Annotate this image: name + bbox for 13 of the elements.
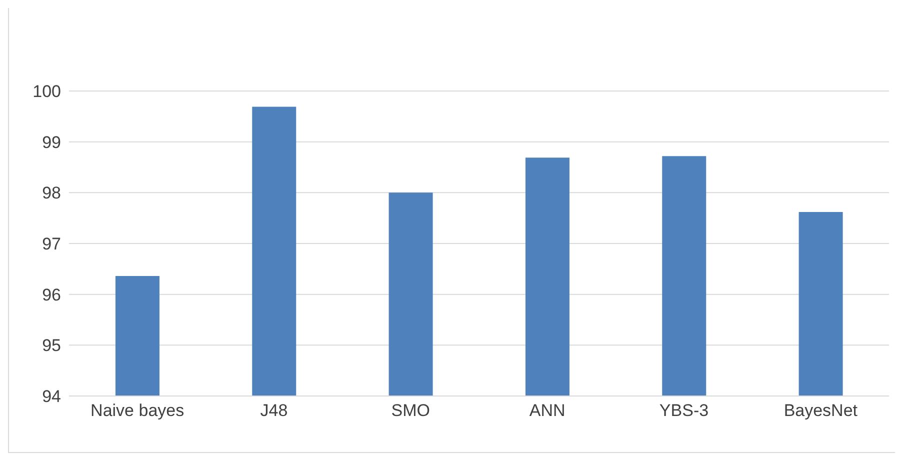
y-tick-label: 96 — [42, 285, 61, 304]
x-tick-label: SMO — [391, 401, 430, 420]
y-tick-label: 99 — [42, 132, 61, 152]
y-tick-label: 95 — [42, 336, 61, 356]
y-tick-label: 97 — [42, 234, 61, 254]
x-tick-label: YBS-3 — [659, 401, 709, 420]
x-tick-label: Naive bayes — [90, 401, 184, 420]
x-tick-label: BayesNet — [784, 401, 858, 420]
y-tick-label: 100 — [32, 82, 61, 102]
y-tick-label: 98 — [42, 184, 61, 203]
x-tick-label: ANN — [529, 401, 566, 420]
x-tick-label: J48 — [260, 401, 288, 420]
y-tick-label: 94 — [42, 387, 61, 406]
